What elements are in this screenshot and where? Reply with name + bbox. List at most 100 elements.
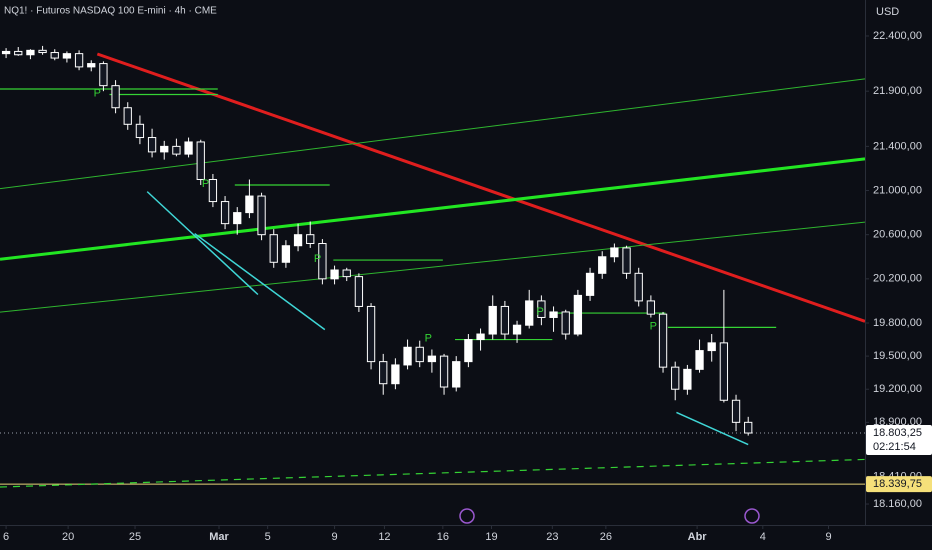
candle-body	[233, 212, 242, 225]
candle-body	[257, 195, 266, 236]
candle-body	[342, 269, 351, 278]
y-tick-label: 21.000,00	[873, 184, 922, 196]
trend-line	[0, 157, 865, 261]
candle-body	[123, 107, 132, 125]
price-label: 18.803,25	[873, 427, 922, 439]
candle-body	[354, 276, 364, 307]
candle-body	[293, 234, 303, 247]
candle-body	[87, 63, 96, 68]
x-tick-label: 26	[600, 531, 612, 543]
trend-line	[194, 232, 326, 331]
candle-body	[147, 137, 157, 153]
candle-body	[160, 145, 169, 153]
y-tick-label: 18.160,00	[873, 498, 922, 510]
x-tick-label: 12	[378, 531, 390, 543]
x-tick-label: 4	[760, 531, 766, 543]
level-marker: P	[202, 178, 209, 190]
candle-body	[111, 85, 120, 109]
candle-body	[622, 247, 631, 274]
plot-area: P P P P P P	[0, 45, 865, 488]
event-icon[interactable]	[744, 508, 760, 524]
y-tick-label: 21.400,00	[873, 140, 922, 152]
x-tick-label: 5	[265, 531, 271, 543]
candle-body	[330, 269, 339, 280]
candle-body	[707, 342, 716, 352]
candle-body	[1, 50, 11, 55]
candle-body	[549, 311, 558, 318]
candle-body	[366, 305, 376, 363]
x-tick-label: 6	[3, 531, 9, 543]
y-tick-label: 20.200,00	[873, 273, 922, 285]
price-label-box	[866, 476, 932, 493]
trend-line	[146, 191, 259, 296]
x-tick-label: 16	[437, 531, 449, 543]
candle-body	[452, 361, 461, 388]
candle-body	[598, 256, 607, 274]
candle-body	[184, 141, 193, 155]
candle-body	[671, 366, 680, 390]
price-label: 18.339,75	[873, 478, 922, 490]
candle-body	[391, 364, 400, 385]
candle-body	[488, 305, 497, 335]
candle-body	[719, 342, 729, 401]
candle-body	[500, 305, 510, 335]
candle-body	[172, 145, 181, 155]
level-marker: P	[94, 87, 101, 99]
candle-body	[573, 294, 583, 335]
level-marker: P	[314, 253, 321, 265]
trend-line	[0, 458, 865, 488]
currency: USD	[876, 6, 899, 18]
candle-body	[74, 53, 84, 68]
candle-body	[14, 50, 23, 56]
level-marker: P	[536, 306, 543, 318]
candle-body	[610, 247, 619, 258]
trend-line	[0, 221, 865, 313]
candle-body	[464, 339, 473, 363]
trend-line	[0, 78, 865, 190]
candle-body	[695, 350, 704, 370]
candle-body	[281, 245, 291, 263]
event-icon[interactable]	[459, 508, 475, 524]
candle-body	[537, 300, 546, 318]
price-label-box	[866, 425, 932, 456]
candle-body	[245, 195, 254, 214]
candle-body	[683, 368, 692, 390]
candle-body	[427, 355, 437, 363]
candle-body	[62, 53, 72, 59]
candle-body	[403, 346, 412, 366]
candle-body	[439, 355, 449, 388]
candle-body	[731, 399, 741, 423]
candle-body	[196, 141, 205, 180]
chart-title: NQ1! · Futuros NASDAQ 100 E-mini · 4h · …	[4, 6, 217, 17]
trend-line	[676, 411, 749, 446]
countdown: 02:21:54	[873, 441, 916, 453]
y-tick-label: 20.600,00	[873, 229, 922, 241]
candle-body	[38, 49, 47, 54]
candle-body	[306, 234, 315, 245]
x-tick-label: 25	[129, 531, 141, 543]
x-tick-label: 19	[485, 531, 497, 543]
candle-body	[269, 234, 278, 263]
candle-body	[585, 272, 595, 296]
x-tick-label: Abr	[688, 531, 708, 543]
candle-body	[561, 311, 570, 335]
candle-body	[26, 49, 35, 56]
trend-line	[96, 52, 865, 323]
y-tick-label: 21.900,00	[873, 85, 922, 97]
level-marker: P	[425, 332, 432, 344]
candle-body	[476, 333, 485, 341]
x-tick-label: 9	[825, 531, 831, 543]
x-tick-label: 9	[332, 531, 338, 543]
candle-body	[658, 313, 668, 368]
x-tick-label: 23	[546, 531, 558, 543]
candle-body	[208, 178, 218, 203]
candle-body	[525, 300, 534, 326]
y-tick-label: 19.800,00	[873, 317, 922, 329]
candle-body	[646, 300, 656, 315]
candle-body	[220, 201, 230, 225]
candle-body	[512, 324, 522, 335]
candle-body	[99, 63, 108, 87]
